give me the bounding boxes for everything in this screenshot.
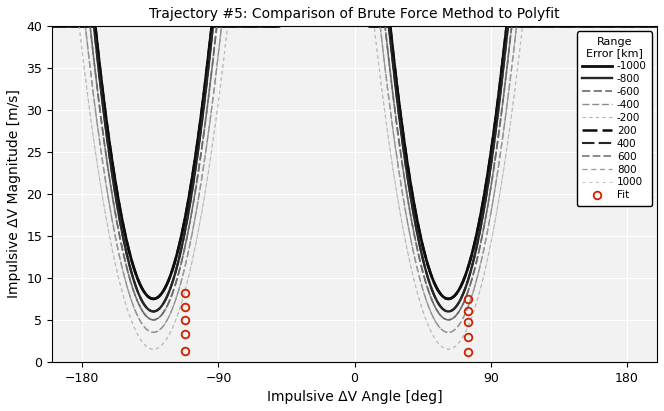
- Y-axis label: Impulsive ΔV Magnitude [m/s]: Impulsive ΔV Magnitude [m/s]: [7, 90, 21, 298]
- Legend: -1000, -800, -600, -400, -200, 200, 400, 600, 800, 1000, Fit: -1000, -800, -600, -400, -200, 200, 400,…: [577, 32, 652, 206]
- X-axis label: Impulsive ΔV Angle [deg]: Impulsive ΔV Angle [deg]: [267, 390, 442, 404]
- Title: Trajectory #5: Comparison of Brute Force Method to Polyfit: Trajectory #5: Comparison of Brute Force…: [149, 7, 560, 21]
